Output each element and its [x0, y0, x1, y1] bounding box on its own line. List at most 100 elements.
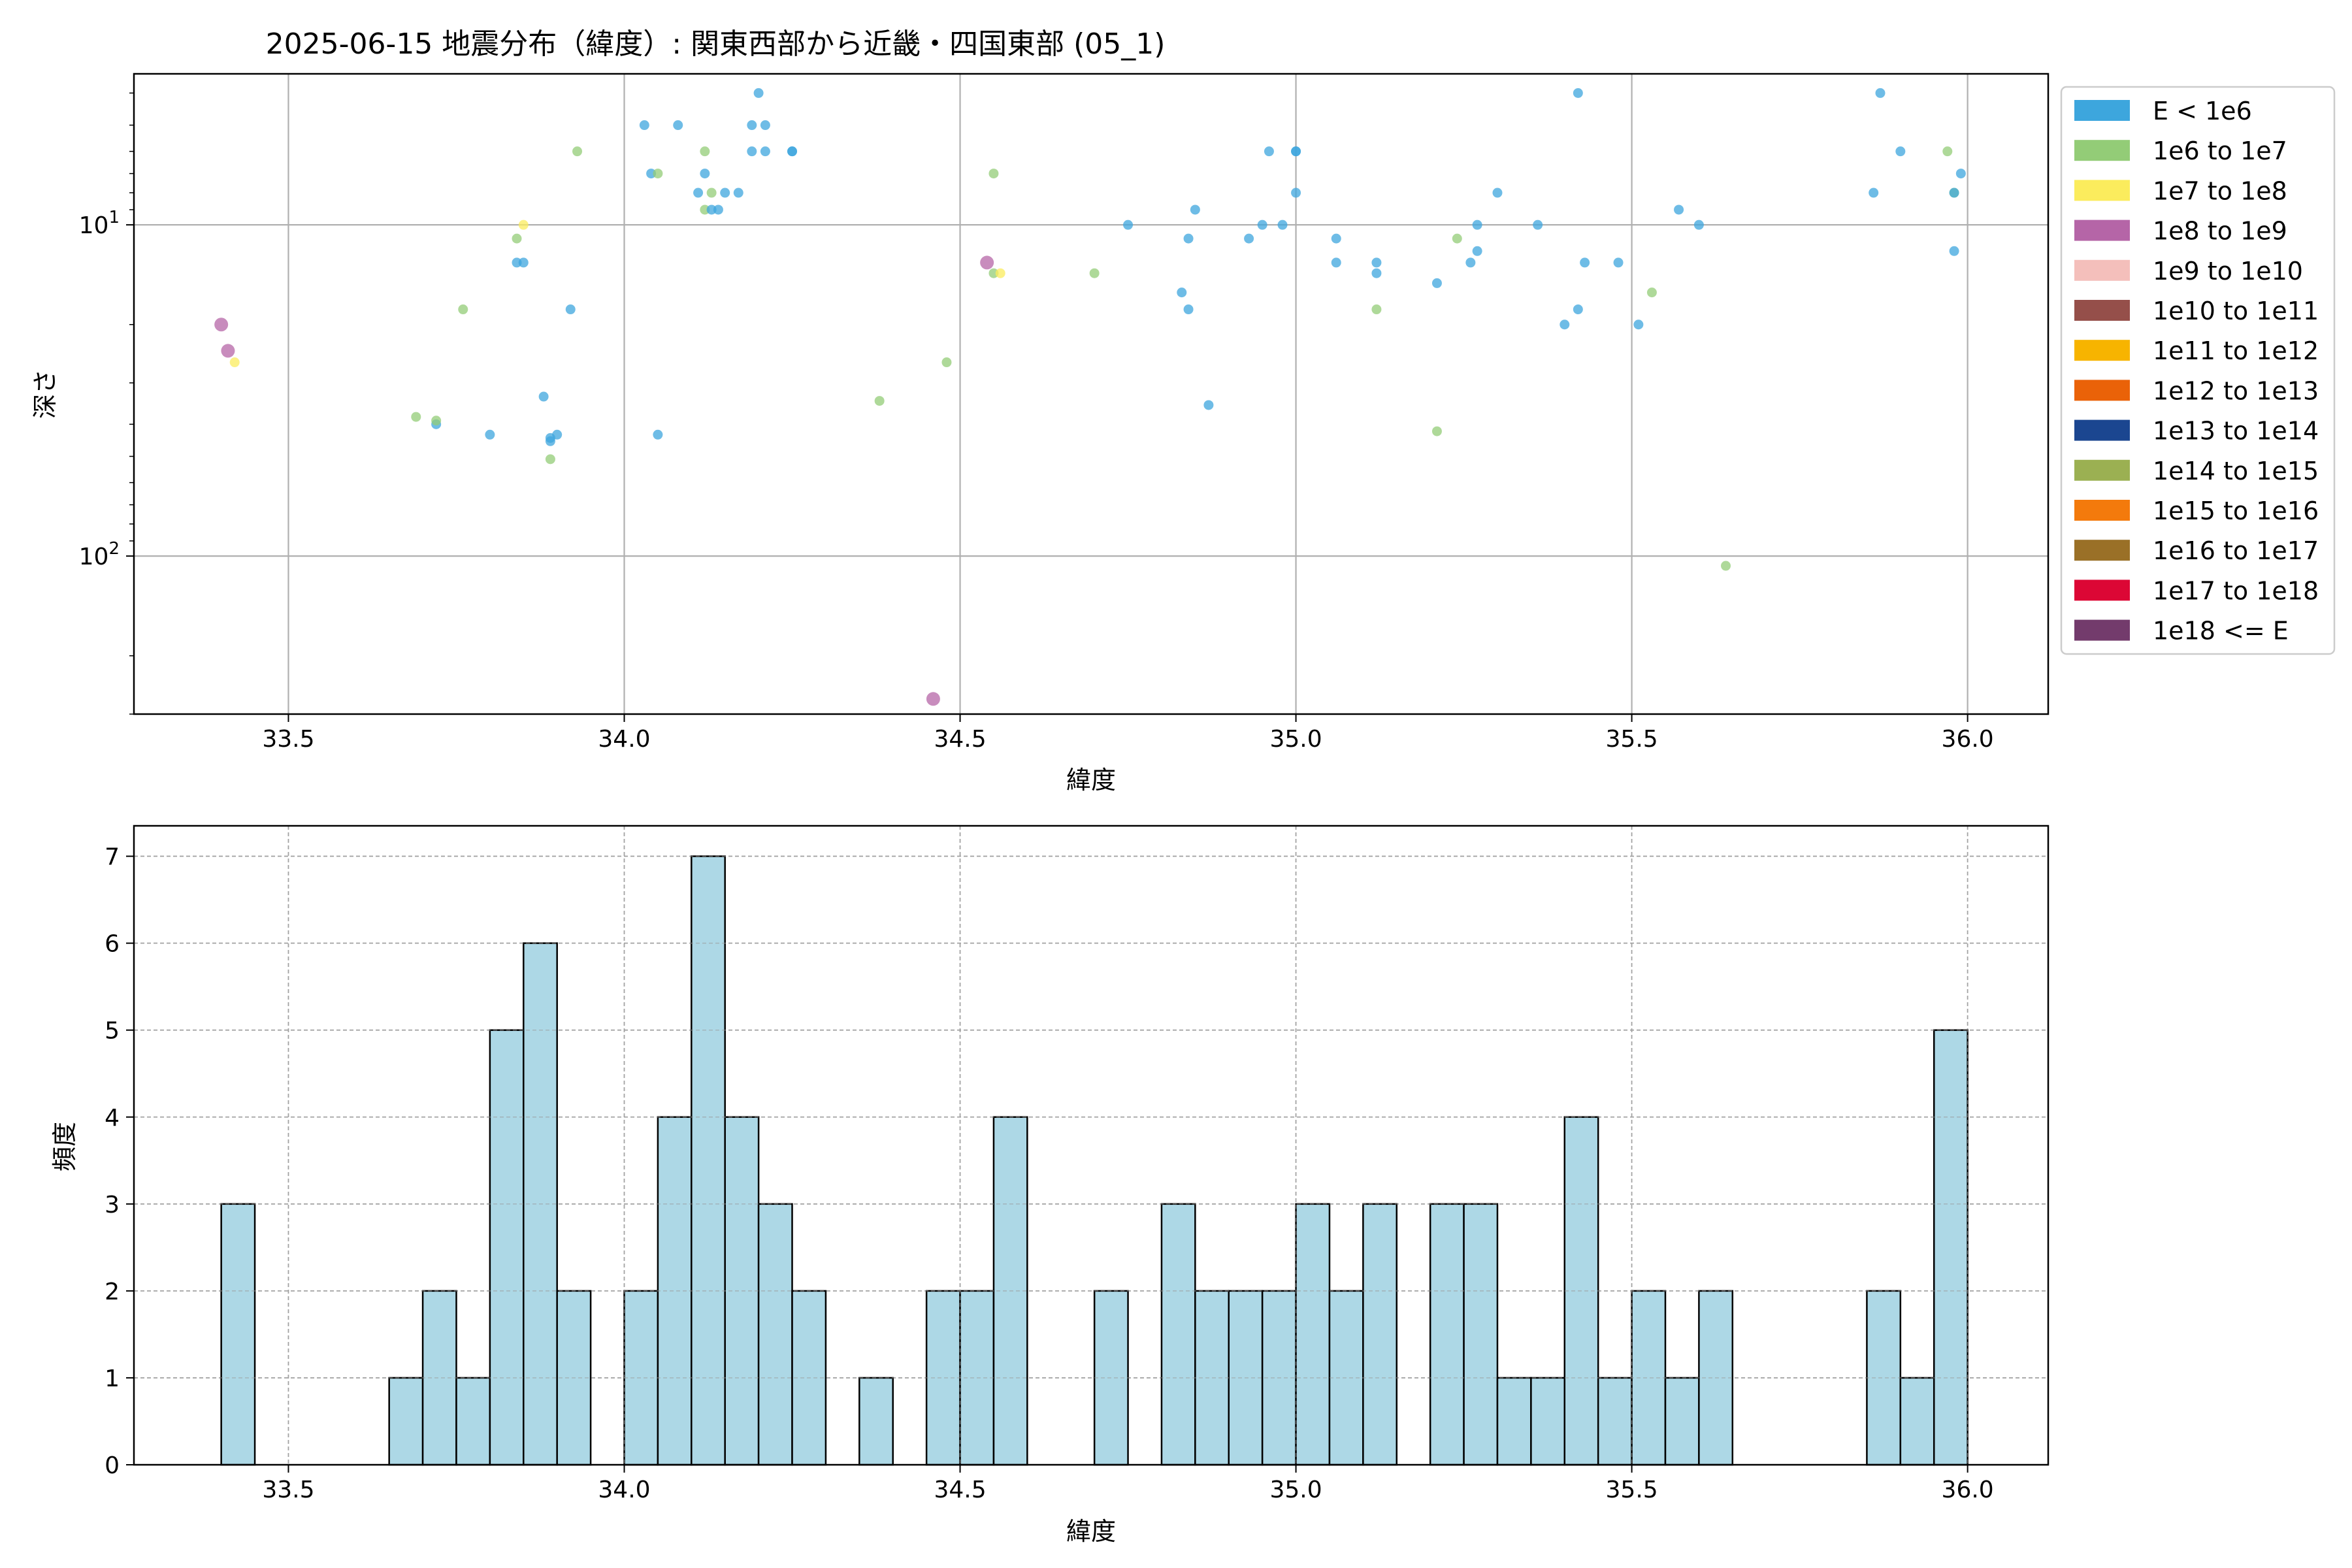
legend-swatch: [2074, 540, 2130, 561]
histogram-bar: [1530, 1377, 1566, 1466]
y-tick-label: 5: [105, 1018, 120, 1045]
histogram-bar: [1496, 1377, 1532, 1466]
scatter-point: [713, 204, 723, 215]
x-tick-label: 34.0: [598, 1477, 650, 1503]
histogram-bar: [1899, 1377, 1935, 1466]
y-tick-label: 2: [105, 1279, 120, 1305]
scatter-point: [787, 146, 798, 157]
scatter-point: [1257, 220, 1267, 230]
y-tick-label: 6: [105, 931, 120, 958]
scatter-point: [1573, 88, 1583, 98]
x-tick-label: 35.5: [1606, 1477, 1658, 1503]
scatter-point: [1942, 146, 1953, 157]
scatter-point: [693, 188, 704, 198]
y-tick-label: 1: [105, 1365, 120, 1392]
scatter-point: [700, 204, 710, 215]
scatter-point: [1183, 233, 1194, 244]
scatter-point: [1177, 287, 1187, 298]
scatter-point: [518, 257, 529, 268]
scatter-point: [565, 304, 576, 315]
scatter-point: [700, 146, 710, 157]
scatter-point: [1291, 188, 1301, 198]
histogram-x-ticks: 33.5 34.0 34.5 35.0 35.5 36.0: [262, 1465, 1994, 1503]
scatter-point: [552, 429, 563, 440]
scatter-point: [1291, 146, 1301, 157]
y-tick-label: 102: [79, 539, 120, 570]
legend-swatch: [2074, 180, 2130, 201]
scatter-point: [1277, 220, 1288, 230]
histogram-y-ticks: 0 1 2 3 4 5 6 7: [105, 844, 134, 1479]
scatter-point: [1869, 188, 1879, 198]
histogram-bar: [220, 1203, 256, 1466]
legend-label: 1e7 to 1e8: [2153, 176, 2287, 205]
legend-label: E < 1e6: [2153, 97, 2252, 125]
histogram-bar: [1429, 1203, 1465, 1466]
scatter-point: [639, 120, 649, 131]
scatter-point: [673, 120, 683, 131]
histogram-bar: [1463, 1203, 1499, 1466]
legend-label: 1e15 to 1e16: [2153, 497, 2319, 525]
histogram-bar: [1295, 1203, 1331, 1466]
histogram-bar: [455, 1377, 491, 1466]
histogram-bar: [757, 1203, 793, 1466]
scatter-point: [720, 188, 730, 198]
histogram-bar: [1933, 1029, 1968, 1466]
scatter-chart: 2025-06-15 地震分布（緯度）: 関東西部から近畿・四国東部 (05_1…: [31, 27, 2336, 794]
scatter-point: [1613, 257, 1624, 268]
scatter-point: [1371, 304, 1382, 315]
scatter-point: [411, 412, 421, 422]
scatter-point: [1949, 246, 1959, 256]
histogram-x-axis-label: 緯度: [1066, 1517, 1116, 1546]
legend-swatch: [2074, 340, 2130, 361]
legend-swatch: [2074, 140, 2130, 161]
legend-swatch: [2074, 619, 2130, 641]
scatter-points: [214, 88, 1966, 706]
histogram-bar: [489, 1029, 525, 1466]
x-tick-label: 33.5: [262, 726, 314, 753]
y-tick-label: 4: [105, 1105, 120, 1132]
scatter-point: [545, 454, 555, 465]
scatter-point: [980, 255, 994, 270]
legend-label: 1e10 to 1e11: [2153, 297, 2319, 325]
scatter-point: [458, 304, 468, 315]
histogram-chart: 0 1 2 3 4 5 6 7 33.5 34.0 34.5 35.0 35.5 36.0 緯度 頻度: [50, 825, 2050, 1546]
scatter-point: [221, 344, 235, 358]
scatter-y-axis-label: 深さ: [31, 369, 59, 419]
legend-items: E < 1e6 1e6 to 1e7 1e7 to 1e8 1e8 to 1e9 1e9…: [2074, 97, 2319, 645]
scatter-y-ticks: 101 102: [79, 92, 134, 715]
scatter-point: [1693, 220, 1704, 230]
scatter-point: [1633, 319, 1644, 330]
scatter-point: [747, 146, 757, 157]
histogram-bar: [1664, 1377, 1700, 1466]
scatter-point: [1264, 146, 1274, 157]
histogram-bar: [1362, 1203, 1398, 1466]
scatter-point: [1244, 233, 1254, 244]
scatter-point: [538, 391, 549, 402]
scatter-point: [941, 357, 952, 368]
scatter-point: [747, 120, 757, 131]
legend-label: 1e8 to 1e9: [2153, 217, 2287, 246]
histogram-bar: [1597, 1377, 1633, 1466]
scatter-point: [1674, 204, 1684, 215]
legend-label: 1e17 to 1e18: [2153, 576, 2319, 605]
scatter-point: [431, 416, 442, 426]
scatter-point: [926, 692, 940, 706]
scatter-point: [1580, 257, 1590, 268]
legend-label: 1e16 to 1e17: [2153, 536, 2319, 565]
scatter-point: [1123, 220, 1134, 230]
scatter-point: [1955, 169, 1966, 179]
x-tick-label: 34.0: [598, 726, 650, 753]
scatter-point: [1949, 188, 1959, 198]
histogram-y-axis-label: 頻度: [50, 1122, 79, 1171]
scatter-point: [1331, 257, 1341, 268]
scatter-point: [733, 188, 743, 198]
x-tick-label: 35.5: [1606, 726, 1658, 753]
legend-label: 1e18 <= E: [2153, 617, 2289, 645]
scatter-point: [1452, 233, 1462, 244]
scatter-point: [1472, 246, 1482, 256]
scatter-point: [214, 318, 229, 332]
scatter-point: [1895, 146, 1906, 157]
histogram-bar: [691, 855, 726, 1466]
scatter-point: [995, 268, 1005, 278]
